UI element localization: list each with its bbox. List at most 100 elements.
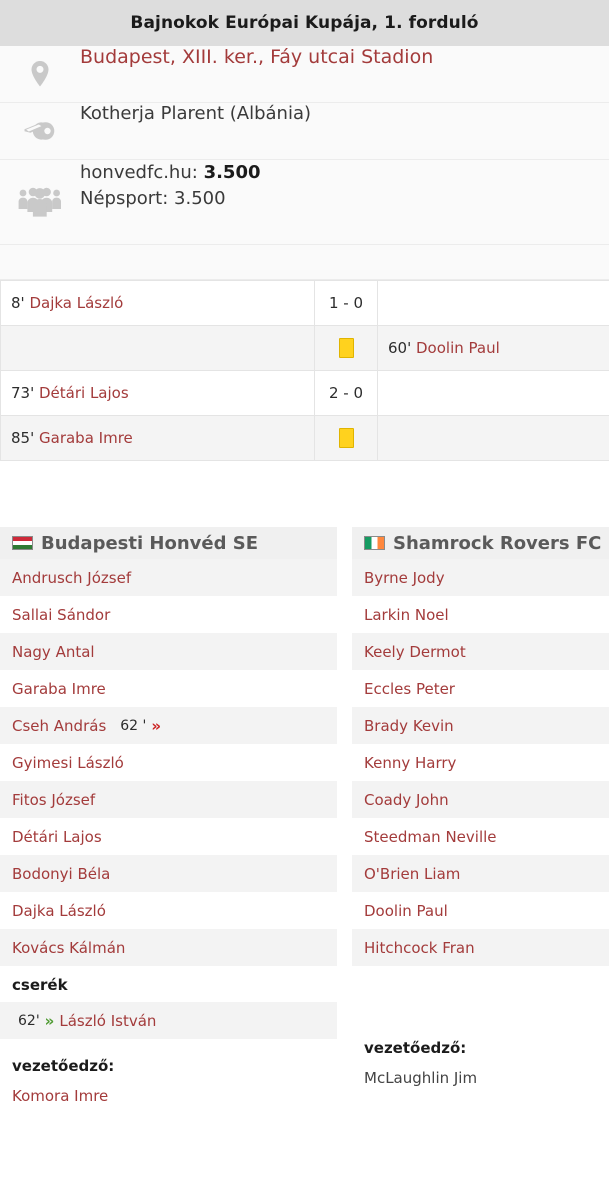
attendance-value-2: 3.500: [174, 188, 226, 210]
referee-name: Kotherja Plarent (Albánia): [80, 103, 312, 124]
coach-name-home[interactable]: Komora Imre: [0, 1075, 337, 1105]
venue-row: Budapest, XIII. ker., Fáy utcai Stadion: [0, 46, 609, 103]
player-name[interactable]: Garaba Imre: [12, 679, 106, 698]
event-away-cell: 60' Doolin Paul: [377, 325, 609, 371]
table-row: 73' Détári Lajos 2 - 0: [0, 370, 609, 416]
event-away-cell: [377, 370, 609, 416]
flag-ireland-icon: [364, 536, 385, 550]
team-name-away[interactable]: Shamrock Rovers FC: [393, 532, 602, 554]
player-name[interactable]: Andrusch József: [12, 568, 132, 587]
event-minute: 73': [11, 384, 35, 402]
page-title: Bajnokok Európai Kupája, 1. forduló: [130, 13, 479, 33]
list-item: Nagy Antal: [0, 633, 337, 670]
sub-out-arrow-icon: »: [151, 716, 162, 735]
event-minute: 60': [388, 339, 412, 357]
info-spacer: [0, 245, 609, 280]
player-name[interactable]: Hitchcock Fran: [364, 938, 475, 957]
table-row: 60' Doolin Paul: [0, 325, 609, 371]
lineups-section: Budapesti Honvéd SE Andrusch József Sall…: [0, 527, 609, 1105]
player-list-away: Byrne Jody Larkin Noel Keely Dermot Eccl…: [352, 559, 609, 966]
attendance-source-1: honvedfc.hu:: [80, 162, 198, 183]
table-row: 85' Garaba Imre: [0, 415, 609, 461]
substitutes-label-away: [352, 966, 609, 984]
player-name[interactable]: Keely Dermot: [364, 642, 466, 661]
event-mid-cell: 2 - 0: [314, 370, 378, 416]
player-name[interactable]: Steedman Neville: [364, 827, 497, 846]
attendance-primary: honvedfc.hu: 3.500: [80, 160, 599, 186]
substitution-minute: 62 ': [120, 717, 147, 734]
player-name[interactable]: Bodonyi Béla: [12, 864, 111, 883]
list-item: Garaba Imre: [0, 670, 337, 707]
referee-row: Kotherja Plarent (Albánia): [0, 103, 609, 160]
list-item: Kenny Harry: [352, 744, 609, 781]
event-score: 1 - 0: [328, 294, 364, 312]
player-name[interactable]: Nagy Antal: [12, 642, 95, 661]
player-name[interactable]: Brady Kevin: [364, 716, 454, 735]
team-name-home[interactable]: Budapesti Honvéd SE: [41, 532, 259, 554]
event-score: 2 - 0: [328, 384, 364, 402]
lineup-column-home: Budapesti Honvéd SE Andrusch József Sall…: [0, 527, 337, 1105]
player-name[interactable]: Coady John: [364, 790, 449, 809]
lineup-column-away: Shamrock Rovers FC Byrne Jody Larkin Noe…: [352, 527, 609, 1105]
event-home-cell: 8' Dajka László: [0, 280, 315, 326]
coach-name-away: McLaughlin Jim: [352, 1057, 609, 1087]
event-player[interactable]: Doolin Paul: [416, 339, 500, 357]
event-mid-cell: [314, 415, 378, 461]
event-home-cell: 73' Détári Lajos: [0, 370, 315, 416]
list-item: Bodonyi Béla: [0, 855, 337, 892]
match-events-body: 8' Dajka László 1 - 0 60' Doolin Paul: [0, 280, 609, 461]
player-name[interactable]: Eccles Peter: [364, 679, 455, 698]
events-lineups-gap: [0, 461, 609, 527]
player-name[interactable]: Dajka László: [12, 901, 106, 920]
team-header-home: Budapesti Honvéd SE: [0, 527, 337, 559]
location-pin-icon: [0, 46, 80, 102]
player-name[interactable]: Cseh András: [12, 716, 107, 735]
list-item: Andrusch József: [0, 559, 337, 596]
venue-link[interactable]: Budapest, XIII. ker., Fáy utcai Stadion: [80, 46, 434, 68]
match-info-block: Budapest, XIII. ker., Fáy utcai Stadion …: [0, 46, 609, 280]
event-player[interactable]: Garaba Imre: [39, 429, 133, 447]
yellow-card-icon: [338, 428, 354, 448]
match-header: Bajnokok Európai Kupája, 1. forduló: [0, 0, 609, 46]
player-name[interactable]: Gyimesi László: [12, 753, 124, 772]
player-name[interactable]: Doolin Paul: [364, 901, 448, 920]
list-item: Fitos József: [0, 781, 337, 818]
attendance-secondary: Népsport: 3.500: [80, 186, 599, 212]
attendance-value-1: 3.500: [203, 162, 261, 183]
list-item: Eccles Peter: [352, 670, 609, 707]
list-item: Hitchcock Fran: [352, 929, 609, 966]
list-item: 62' » László István: [0, 1002, 337, 1039]
substitution-minute: 62': [18, 1012, 40, 1029]
player-name[interactable]: László István: [59, 1011, 157, 1030]
player-name[interactable]: Détári Lajos: [12, 827, 102, 846]
event-player[interactable]: Dajka László: [29, 294, 124, 312]
venue-text-cell: Budapest, XIII. ker., Fáy utcai Stadion: [80, 46, 609, 68]
list-item: Keely Dermot: [352, 633, 609, 670]
flag-hungary-icon: [12, 536, 33, 550]
list-item: Larkin Noel: [352, 596, 609, 633]
list-item: O'Brien Liam: [352, 855, 609, 892]
event-player[interactable]: Détári Lajos: [39, 384, 129, 402]
event-mid-cell: 1 - 0: [314, 280, 378, 326]
list-item: Sallai Sándor: [0, 596, 337, 633]
substitutes-label-home: cserék: [0, 966, 337, 1002]
coach-label-home: vezetőedző:: [0, 1039, 337, 1075]
list-item: Cseh András 62 ' »: [0, 707, 337, 744]
player-name[interactable]: Kenny Harry: [364, 753, 457, 772]
player-name[interactable]: Kovács Kálmán: [12, 938, 126, 957]
player-name[interactable]: Fitos József: [12, 790, 96, 809]
substitutes-placeholder-away: [352, 984, 609, 1021]
whistle-icon: [0, 103, 80, 159]
player-name[interactable]: Sallai Sándor: [12, 605, 111, 624]
attendance-row: honvedfc.hu: 3.500 Népsport: 3.500: [0, 160, 609, 245]
event-minute: 8': [11, 294, 25, 312]
list-item: Brady Kevin: [352, 707, 609, 744]
crowd-icon: [0, 160, 80, 244]
player-name[interactable]: Larkin Noel: [364, 605, 449, 624]
event-mid-cell: [314, 325, 378, 371]
event-home-cell: 85' Garaba Imre: [0, 415, 315, 461]
player-name[interactable]: Byrne Jody: [364, 568, 445, 587]
event-home-cell: [0, 325, 315, 371]
player-name[interactable]: O'Brien Liam: [364, 864, 461, 883]
list-item: Byrne Jody: [352, 559, 609, 596]
